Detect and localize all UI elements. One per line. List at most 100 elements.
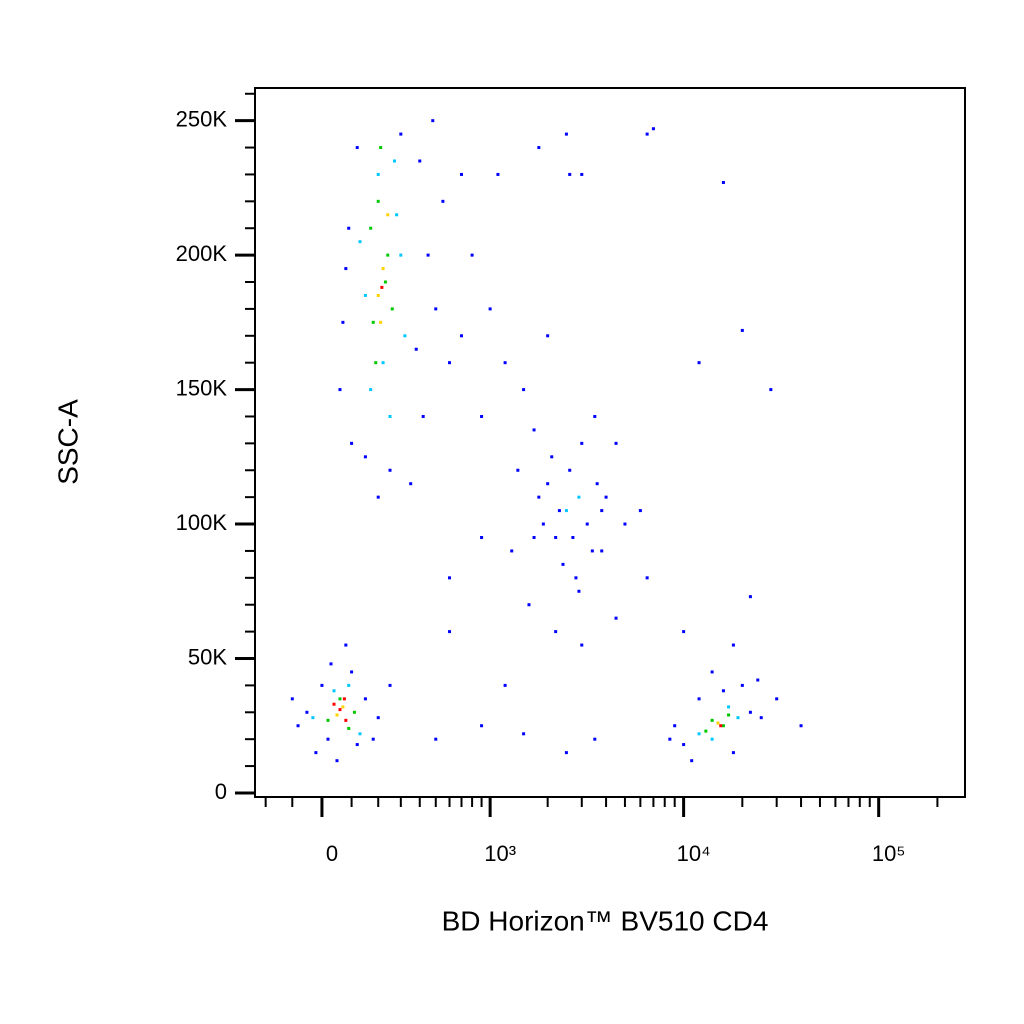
point	[690, 759, 694, 763]
point	[326, 737, 330, 741]
y-tick-label: 250K	[176, 106, 228, 131]
point	[710, 670, 714, 674]
point	[386, 213, 390, 217]
point	[344, 267, 348, 271]
point	[434, 737, 438, 741]
point	[338, 708, 342, 712]
point	[347, 226, 351, 230]
point	[470, 253, 474, 257]
point	[710, 718, 714, 722]
point	[546, 334, 550, 338]
point	[390, 307, 394, 311]
y-tick-label: 150K	[176, 375, 228, 400]
point	[350, 441, 354, 445]
point	[332, 702, 336, 706]
point	[564, 751, 568, 755]
point	[697, 732, 701, 736]
x-tick-label: 10⁴	[677, 841, 711, 866]
point	[376, 199, 380, 203]
point	[614, 441, 618, 445]
point	[727, 713, 731, 717]
point	[645, 132, 649, 136]
point	[673, 724, 677, 728]
y-axis-label: SSC-A	[52, 399, 83, 485]
point	[748, 595, 752, 599]
point	[374, 361, 378, 365]
point	[414, 347, 418, 351]
point	[369, 388, 373, 392]
point	[568, 468, 572, 472]
point	[358, 240, 362, 244]
point	[335, 713, 339, 717]
point	[496, 172, 500, 176]
point	[342, 697, 346, 701]
point	[541, 522, 545, 526]
point	[320, 683, 324, 687]
point	[379, 146, 383, 150]
point	[314, 751, 318, 755]
point	[403, 334, 407, 338]
point	[522, 732, 526, 736]
point	[358, 732, 362, 736]
point	[561, 562, 565, 566]
point	[388, 683, 392, 687]
point	[580, 643, 584, 647]
point	[638, 509, 642, 513]
point	[546, 482, 550, 486]
point	[369, 226, 373, 230]
point	[448, 630, 452, 634]
point	[379, 320, 383, 324]
point	[355, 146, 359, 150]
x-tick-label: 10³	[484, 841, 516, 866]
point	[338, 697, 342, 701]
point	[381, 361, 385, 365]
point	[682, 743, 686, 747]
point	[571, 535, 575, 539]
point	[363, 293, 367, 297]
point	[651, 127, 655, 131]
point	[341, 320, 345, 324]
point	[719, 724, 723, 728]
point	[341, 705, 345, 709]
point	[363, 455, 367, 459]
point	[399, 253, 403, 257]
point	[392, 159, 396, 163]
point	[736, 716, 740, 720]
point	[522, 388, 526, 392]
point	[431, 119, 435, 123]
point	[554, 630, 558, 634]
point	[527, 603, 531, 607]
point	[557, 509, 561, 513]
point	[516, 468, 520, 472]
point	[604, 495, 608, 499]
point	[716, 721, 720, 725]
y-tick-label: 0	[215, 779, 227, 804]
point	[409, 482, 413, 486]
x-tick-label: 10⁵	[872, 841, 906, 866]
point	[448, 576, 452, 580]
point	[564, 509, 568, 513]
point	[480, 724, 484, 728]
point	[600, 509, 604, 513]
point	[759, 716, 763, 720]
point	[460, 334, 464, 338]
point	[344, 718, 348, 722]
point	[697, 361, 701, 365]
point	[381, 267, 385, 271]
point	[645, 576, 649, 580]
point	[580, 172, 584, 176]
point	[721, 724, 725, 728]
point	[363, 697, 367, 701]
point	[532, 428, 536, 432]
point	[335, 759, 339, 763]
point	[682, 630, 686, 634]
point	[376, 495, 380, 499]
point	[386, 253, 390, 257]
point	[380, 285, 384, 289]
point	[740, 683, 744, 687]
x-tick-label: 0	[326, 841, 338, 866]
point	[448, 361, 452, 365]
point	[480, 414, 484, 418]
point	[568, 172, 572, 176]
